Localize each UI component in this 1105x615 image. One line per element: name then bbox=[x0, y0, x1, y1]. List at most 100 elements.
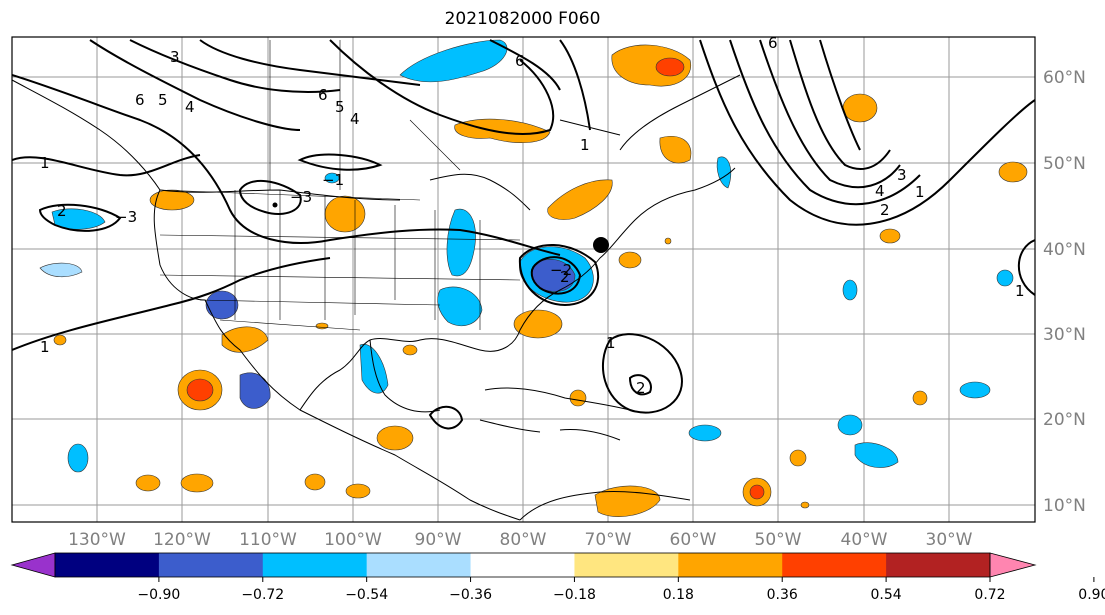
negative-anomaly-patch bbox=[39, 262, 83, 278]
colorbar-tick-label: −0.18 bbox=[553, 587, 596, 603]
contour-label: 4 bbox=[350, 110, 360, 128]
contour-label: 6 bbox=[318, 86, 328, 104]
colorbar-segment bbox=[470, 553, 575, 577]
lat-label: 50°N bbox=[1043, 154, 1086, 174]
colorbar-tick-label: −0.72 bbox=[241, 587, 284, 603]
colorbar-segment bbox=[886, 553, 991, 577]
latitude-axis-labels: 60°N 50°N 40°N 30°N 20°N 10°N bbox=[1043, 68, 1086, 516]
positive-anomaly-core bbox=[655, 57, 685, 77]
lon-label: 120°W bbox=[153, 530, 211, 550]
positive-anomaly-patch bbox=[789, 449, 807, 467]
contour-label: 1 bbox=[1015, 282, 1025, 300]
lon-label: 110°W bbox=[239, 530, 297, 550]
positive-anomaly-patch bbox=[842, 93, 878, 123]
contour-lines bbox=[12, 39, 1035, 430]
colorbar-extend-high bbox=[989, 552, 1037, 578]
storm-center-marker bbox=[593, 237, 609, 253]
lon-label: 30°W bbox=[926, 530, 973, 550]
lon-label: 100°W bbox=[324, 530, 382, 550]
lon-label: 90°W bbox=[415, 530, 462, 550]
positive-anomaly-patch bbox=[345, 483, 371, 499]
negative-anomaly-core bbox=[239, 372, 271, 409]
colorbar-outline bbox=[54, 552, 991, 578]
positive-anomaly-core bbox=[749, 484, 765, 500]
contour-label: 1 bbox=[606, 334, 616, 352]
positive-anomaly-patch bbox=[53, 334, 67, 346]
colorbar-segment bbox=[366, 553, 472, 577]
colorbar-segment bbox=[782, 553, 887, 577]
positive-anomaly-patch bbox=[221, 326, 269, 353]
contour-label: −3 bbox=[290, 188, 312, 206]
colorbar-segment bbox=[678, 553, 783, 577]
lat-label: 60°N bbox=[1043, 68, 1086, 88]
contour-label: 6 bbox=[135, 91, 145, 109]
lon-label: 60°W bbox=[670, 530, 717, 550]
lon-label: 80°W bbox=[500, 530, 547, 550]
negative-anomaly-patch bbox=[324, 172, 340, 184]
positive-anomaly-patch bbox=[513, 309, 563, 339]
map-border bbox=[11, 36, 1036, 523]
contour-label: 3 bbox=[897, 166, 907, 184]
contour-label-group: 3 6 5 4 6 5 4 6 1 −1 2 −3 1 −3 1 2 2 6 1… bbox=[40, 34, 1025, 397]
positive-anomaly-patch bbox=[912, 390, 928, 406]
contour-label: 2 bbox=[560, 268, 570, 286]
negative-anomaly-patch bbox=[688, 424, 722, 442]
lon-label: 130°W bbox=[68, 530, 126, 550]
colorbar: −0.90 −0.72 −0.54 −0.36 −0.18 0.18 0.36 0.54 0.7… bbox=[10, 552, 1105, 603]
positive-anomaly-patch bbox=[180, 473, 214, 493]
colorbar-segment bbox=[158, 553, 264, 577]
lon-label: 70°W bbox=[585, 530, 632, 550]
colorbar-tick-label: 0.18 bbox=[663, 587, 694, 603]
contour-label: 3 bbox=[170, 48, 180, 66]
negative-anomaly-patch bbox=[437, 286, 483, 326]
positive-anomaly-patch bbox=[135, 474, 161, 492]
colorbar-tick-label: 0.36 bbox=[767, 587, 798, 603]
colorbar-tick-label: −0.36 bbox=[449, 587, 492, 603]
contour-label: 6 bbox=[768, 34, 778, 52]
contour-label: 1 bbox=[915, 183, 925, 201]
lat-label: 10°N bbox=[1043, 496, 1086, 516]
positive-anomaly-patch bbox=[998, 161, 1028, 183]
contour-label: 1 bbox=[580, 136, 590, 154]
negative-anomaly-patch bbox=[446, 208, 476, 277]
positive-anomaly-patch bbox=[304, 473, 326, 491]
negative-anomaly-patch bbox=[854, 442, 899, 468]
positive-anomaly-patch bbox=[402, 344, 418, 356]
contour-label: 4 bbox=[185, 98, 195, 116]
colorbar-segment bbox=[262, 553, 368, 577]
colorbar-extend-low bbox=[10, 552, 56, 578]
contour-label: −1 bbox=[322, 171, 344, 189]
positive-anomaly-patch bbox=[454, 118, 551, 143]
contour-label: 2 bbox=[880, 201, 890, 219]
colorbar-tick-label: 0.90 bbox=[1078, 587, 1105, 603]
contour-label: −3 bbox=[115, 208, 137, 226]
positive-anomaly-patch bbox=[664, 237, 672, 245]
positive-anomaly-patch bbox=[659, 136, 692, 164]
negative-anomaly-core bbox=[205, 290, 239, 320]
coastlines bbox=[12, 74, 741, 521]
negative-anomaly-patch bbox=[67, 443, 89, 473]
negative-anomaly-patch bbox=[842, 279, 858, 301]
colorbar-tick-label: −0.90 bbox=[137, 587, 180, 603]
negative-anomaly-patch bbox=[716, 156, 732, 189]
contour-label: 5 bbox=[335, 98, 345, 116]
negative-anomaly-patch bbox=[837, 414, 863, 436]
contour-label: −2 bbox=[550, 261, 572, 279]
lat-label: 30°N bbox=[1043, 325, 1086, 345]
contour-label: 5 bbox=[158, 91, 168, 109]
negative-anomaly-patch bbox=[996, 269, 1014, 287]
negative-anomaly-patch bbox=[399, 39, 508, 83]
positive-anomaly-patch bbox=[618, 251, 642, 269]
colorbar-tick-label: 0.72 bbox=[974, 587, 1005, 603]
positive-anomaly-patch bbox=[324, 195, 366, 233]
contour-label: 6 bbox=[515, 52, 525, 70]
contour-label: 4 bbox=[875, 182, 885, 200]
positive-anomaly-patch bbox=[879, 228, 901, 244]
positive-anomaly-patch bbox=[376, 425, 414, 451]
positive-anomaly-patch bbox=[569, 389, 587, 407]
colorbar-tick-label: −0.54 bbox=[345, 587, 388, 603]
positive-anomaly-patch bbox=[315, 322, 329, 330]
lat-label: 20°N bbox=[1043, 410, 1086, 430]
low-center-marker bbox=[272, 202, 278, 208]
